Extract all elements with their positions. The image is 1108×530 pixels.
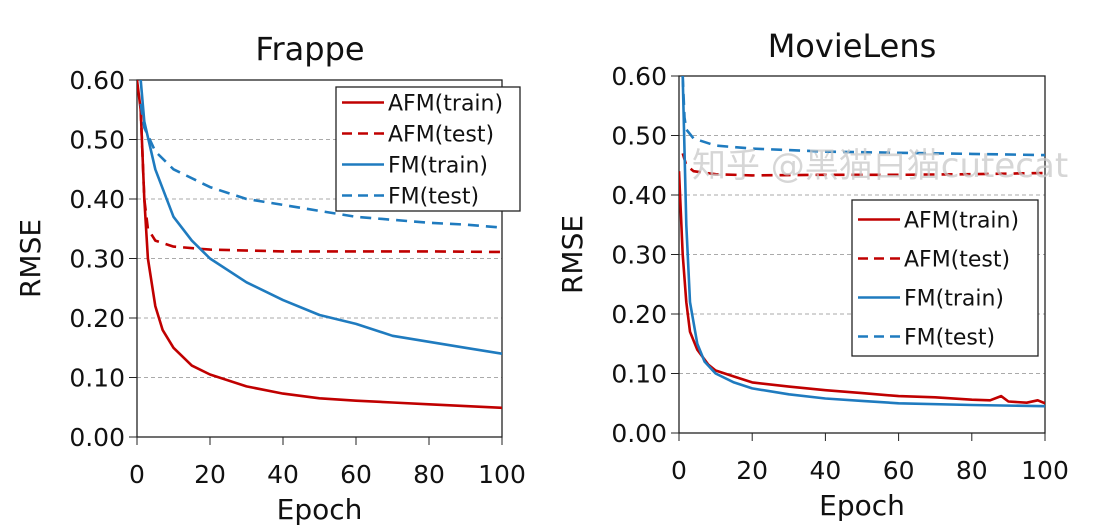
legend-label: FM(train) (388, 154, 488, 179)
watermark: 知乎 @黑猫白猫cutecat (692, 146, 1069, 186)
series-line-afm-test- (139, 109, 502, 254)
series-line-fm-test- (681, 76, 1045, 157)
y-tick-label: 0.20 (611, 300, 667, 329)
chart-movielens: MovieLens 0.00 0.10 0.20 0.30 0.40 0.50 0.60 0 20… (556, 27, 1069, 522)
x-tick-label: 20 (194, 460, 226, 489)
y-tick-label: 0.50 (69, 126, 125, 155)
legend: AFM(train) AFM(test) FM(train) FM(test) (851, 199, 1039, 357)
legend-label: AFM(train) (388, 92, 503, 117)
y-tick-label: 0.30 (69, 245, 125, 274)
x-tick-label: 40 (809, 456, 841, 485)
legend-label: FM(train) (904, 287, 1004, 312)
legend-box (851, 199, 1039, 357)
y-tick-label: 0.40 (69, 185, 125, 214)
series-line-fm-train- (139, 80, 502, 355)
y-tick-label: 0.10 (611, 360, 667, 389)
y-tick-label: 0.10 (69, 364, 125, 393)
y-tick-label: 0.00 (611, 419, 667, 448)
y-axis-label: RMSE (556, 215, 589, 294)
series-line-afm-train- (679, 171, 1045, 405)
chart-frappe: Frappe 0.00 0.10 0.20 0.30 0.40 0.50 0.60 0 20 40 6… (14, 30, 526, 526)
y-tick-label: 0.20 (69, 304, 125, 333)
series-line-afm-train- (137, 80, 502, 410)
legend-label: FM(test) (388, 185, 479, 210)
legend: AFM(train) AFM(test) FM(train) FM(test) (335, 86, 521, 212)
legend-label: AFM(train) (904, 209, 1019, 234)
chart-title: Frappe (255, 30, 364, 68)
y-tick-label: 0.30 (611, 241, 667, 270)
y-tick-label: 0.40 (611, 181, 667, 210)
x-tick-label: 20 (736, 456, 768, 485)
series-line-afm-test- (681, 153, 1045, 177)
y-tick-label: 0.60 (611, 62, 667, 91)
x-tick-label: 80 (413, 460, 445, 489)
y-axis-label: RMSE (14, 219, 47, 298)
y-tick-label: 0.60 (69, 66, 125, 95)
x-tick-label: 60 (883, 456, 915, 485)
x-tick-label: 60 (340, 460, 372, 489)
y-tick-label: 0.00 (69, 423, 125, 452)
plot-frame (136, 79, 503, 438)
y-tick-label: 0.50 (611, 122, 667, 151)
x-tick-label: 0 (129, 460, 145, 489)
x-tick-label: 80 (956, 456, 988, 485)
legend-label: AFM(test) (904, 248, 1010, 273)
plot-frame (678, 75, 1046, 434)
legend-label: FM(test) (904, 326, 995, 351)
x-tick-label: 100 (1021, 456, 1069, 485)
chart-title: MovieLens (768, 27, 937, 65)
x-axis-label: Epoch (277, 493, 363, 526)
legend-box (335, 86, 521, 212)
x-axis-label: Epoch (819, 489, 905, 522)
legend-label: AFM(test) (388, 123, 494, 148)
series-line-fm-train- (681, 76, 1045, 408)
x-tick-label: 40 (267, 460, 299, 489)
x-tick-label: 0 (671, 456, 687, 485)
x-tick-label: 100 (478, 460, 526, 489)
